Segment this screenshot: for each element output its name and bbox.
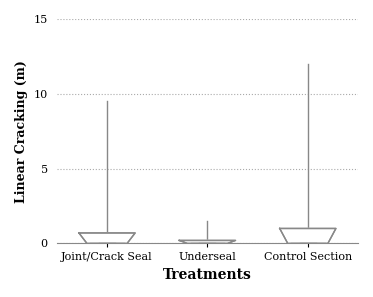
Polygon shape — [179, 241, 235, 244]
Polygon shape — [79, 233, 135, 244]
X-axis label: Treatments: Treatments — [163, 268, 252, 282]
Polygon shape — [280, 228, 336, 244]
Y-axis label: Linear Cracking (m): Linear Cracking (m) — [15, 60, 28, 203]
